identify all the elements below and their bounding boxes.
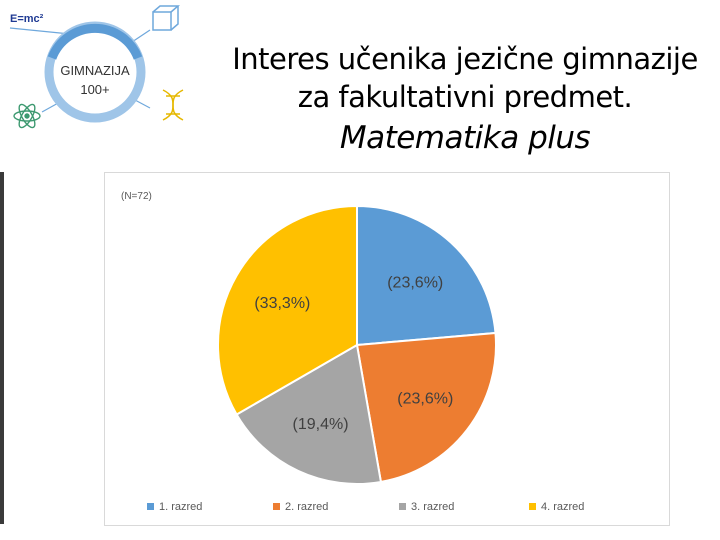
slide-title-line-3: Matematika plus <box>339 120 591 156</box>
pie-slice-4 <box>217 204 358 416</box>
pie-chart: (N=72) (23,6%) (23,6%) (19,4%) (33,3%) 1. r… <box>121 191 584 513</box>
pie-slice-2 <box>355 331 497 484</box>
legend-label-4: 4. razred <box>541 501 584 513</box>
slice-data-label-2: (23,6%) <box>397 391 453 408</box>
slice-data-label-1: (23,6%) <box>387 274 443 291</box>
formula-text: E=mc² <box>10 13 44 25</box>
legend-label-1: 1. razred <box>159 501 202 513</box>
legend-label-2: 2. razred <box>285 501 328 513</box>
legend-label-3: 3. razred <box>411 501 454 513</box>
atom-icon <box>13 103 41 129</box>
slide-left-edge <box>0 172 4 524</box>
slice-data-label-3: (19,4%) <box>293 416 349 433</box>
cube-icon <box>152 5 181 31</box>
pie-slice-3 <box>235 343 383 485</box>
logo-line1: GIMNAZIJA <box>60 63 130 78</box>
pie-slice-1 <box>356 204 497 347</box>
legend-swatch-4 <box>529 503 536 510</box>
sample-size-note: (N=72) <box>121 191 152 202</box>
gimnazija-100-logo: E=mc² GIMNAZIJA 100+ <box>9 5 184 129</box>
legend-swatch-2 <box>273 503 280 510</box>
slice-data-label-4: (33,3%) <box>254 295 310 312</box>
slide-title-line-2: za fakultativni predmet. <box>297 80 633 114</box>
legend-swatch-3 <box>399 503 406 510</box>
pie-chart-frame: (N=72) (23,6%) (23,6%) (19,4%) (33,3%) 1. r… <box>104 172 670 526</box>
logo-line2: 100+ <box>80 82 109 97</box>
legend-swatch-1 <box>147 503 154 510</box>
dna-icon <box>162 89 184 121</box>
slide-title-line-1: Interes učenika jezične gimnazije <box>232 42 698 76</box>
